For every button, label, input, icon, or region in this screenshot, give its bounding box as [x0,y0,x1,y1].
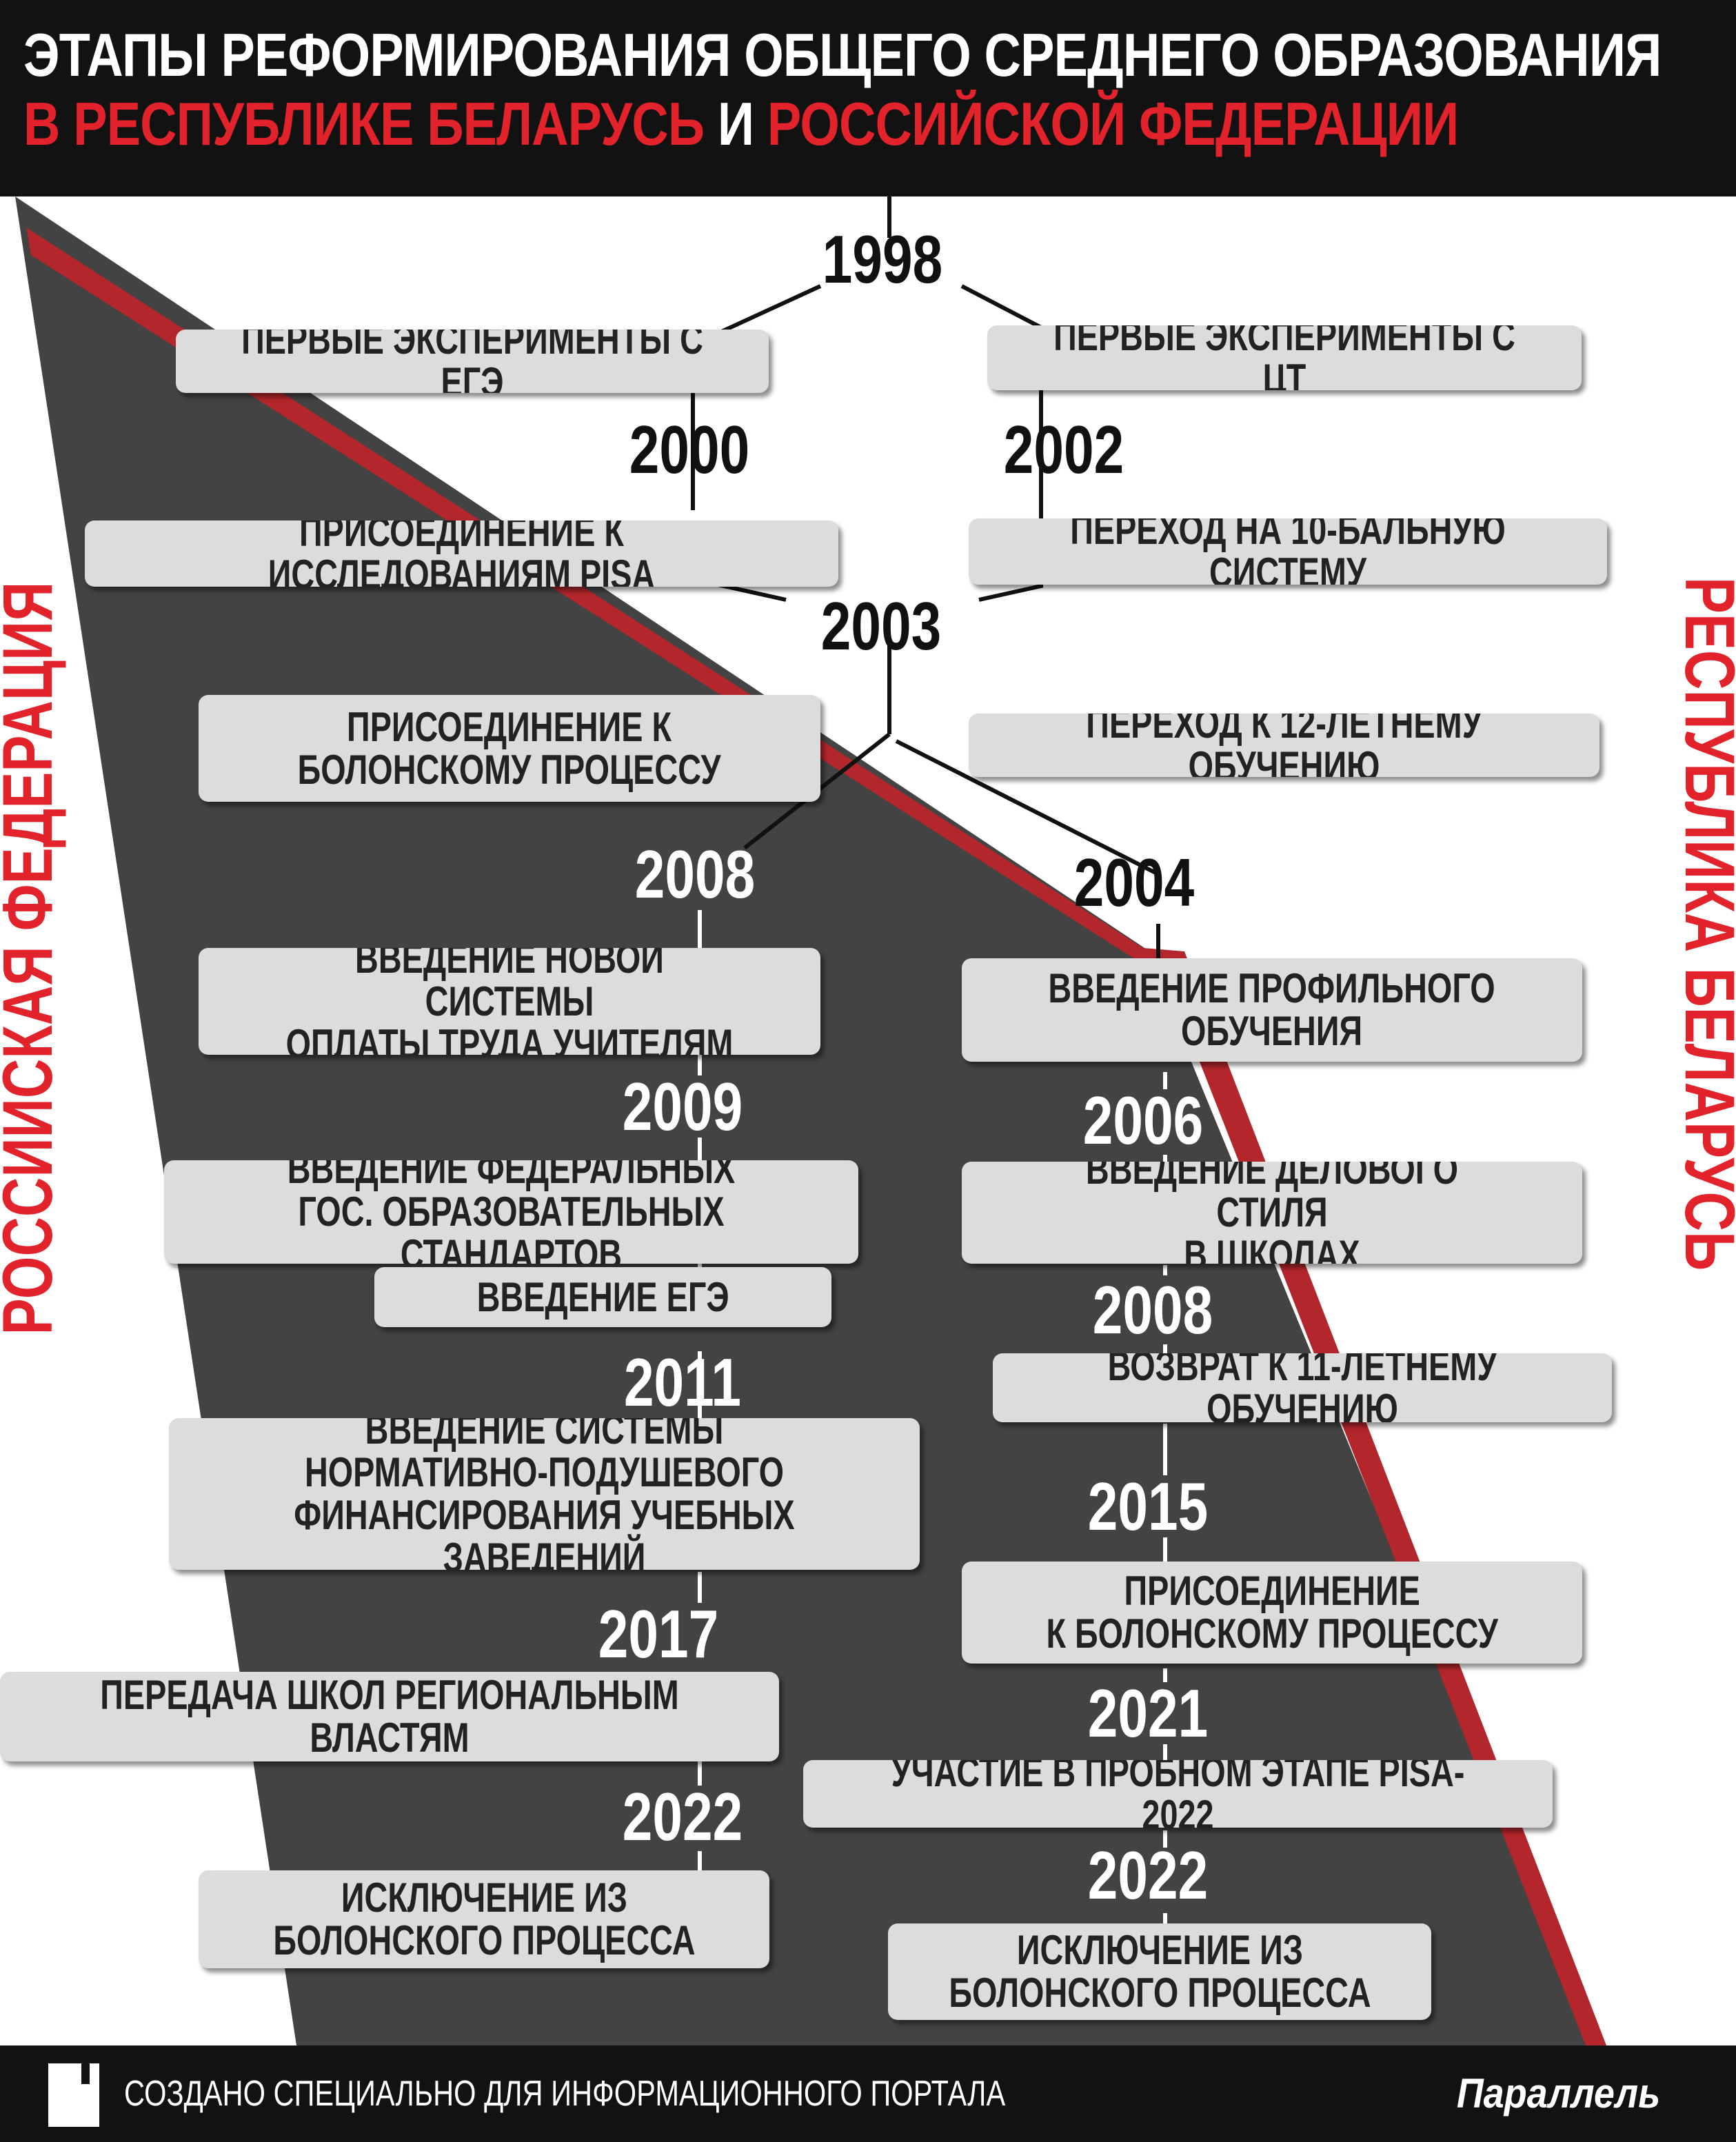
title-russia: РОССИЙСКОЙ ФЕДЕРАЦИИ [767,90,1459,158]
rb-year-2015: 2015 [1087,1468,1209,1544]
rb-event-pisa-trial: УЧАСТИЕ В ПРОБНОМ ЭТАПЕ PISA-2022 [803,1760,1553,1828]
rf-event-regional: ПЕРЕДАЧА ШКОЛ РЕГИОНАЛЬНЫМ ВЛАСТЯМ [0,1672,779,1761]
rf-event-fgos: ВВЕДЕНИЕ ФЕДЕРАЛЬНЫХ ГОС. ОБРАЗОВАТЕЛЬНЫ… [164,1160,858,1264]
rb-event-bologna-join: ПРИСОЕДИНЕНИЕ К БОЛОНСКОМУ ПРОЦЕССУ [962,1562,1582,1664]
rb-event-profile: ВВЕДЕНИЕ ПРОФИЛЬНОГО ОБУЧЕНИЯ [962,958,1582,1062]
title-belarus: В РЕСПУБЛИКЕ БЕЛАРУСЬ [23,90,705,158]
title-line-2: В РЕСПУБЛИКЕ БЕЛАРУСЬ И РОССИЙСКОЙ ФЕДЕР… [23,90,1459,159]
rb-event-dress-code: ВВЕДЕНИЕ ДЕЛОВОГО СТИЛЯ В ШКОЛАХ [962,1162,1582,1264]
rb-year-2021: 2021 [1087,1675,1209,1751]
rf-event-ege: ВВЕДЕНИЕ ЕГЭ [374,1267,831,1327]
rb-event-12-year: ПЕРЕХОД К 12-ЛЕТНЕМУ ОБУЧЕНИЮ [969,714,1599,777]
rb-year-2004: 2004 [1073,845,1195,920]
rb-event-11-year: ВОЗВРАТ К 11-ЛЕТНЕМУ ОБУЧЕНИЮ [993,1353,1612,1422]
rf-event-financing: ВВЕДЕНИЕ СИСТЕМЫ НОРМАТИВНО-ПОДУШЕВОГО Ф… [169,1418,920,1570]
document-icon [48,2063,99,2127]
rb-event-ct-experiments: ПЕРВЫЕ ЭКСПЕРИМЕНТЫ С ЦТ [987,325,1582,390]
year-2003: 2003 [820,588,942,664]
rb-event-bologna-exclusion: ИСКЛЮЧЕНИЕ ИЗ БОЛОНСКОГО ПРОЦЕССА [888,1923,1431,2020]
rf-event-ege-experiments: ПЕРВЫЕ ЭКСПЕРИМЕНТЫ С ЕГЭ [176,330,769,393]
title-and: И [704,90,767,158]
footer: СОЗДАНО СПЕЦИАЛЬНО ДЛЯ ИНФОРМАЦИОННОГО П… [0,2045,1736,2142]
rf-year-2022: 2022 [622,1779,743,1855]
rf-year-2011: 2011 [623,1344,742,1420]
rf-year-2009: 2009 [622,1069,743,1144]
rb-year-2006: 2006 [1082,1082,1204,1158]
rb-year-2008: 2008 [1092,1272,1213,1348]
year-1998: 1998 [822,221,943,297]
rf-event-bologna-exclusion: ИСКЛЮЧЕНИЕ ИЗ БОЛОНСКОГО ПРОЦЕССА [199,1870,769,1968]
rb-year-2022: 2022 [1087,1837,1209,1913]
rb-year-2002: 2002 [1003,412,1124,487]
rf-event-pisa: ПРИСОЕДИНЕНИЕ К ИССЛЕДОВАНИЯМ PISA [85,521,838,587]
rb-event-10-point: ПЕРЕХОД НА 10-БАЛЬНУЮ СИСТЕМУ [969,518,1607,585]
rf-event-teacher-pay: ВВЕДЕНИЕ НОВОЙ СИСТЕМЫ ОПЛАТЫ ТРУДА УЧИТ… [199,948,820,1055]
header: ЭТАПЫ РЕФОРМИРОВАНИЯ ОБЩЕГО СРЕДНЕГО ОБР… [0,0,1736,196]
portal-logo: Параллель [1456,2070,1660,2116]
rf-event-bologna-join: ПРИСОЕДИНЕНИЕ К БОЛОНСКОМУ ПРОЦЕССУ [199,695,820,802]
rf-year-2017: 2017 [598,1596,719,1672]
rf-year-2000: 2000 [629,412,750,487]
rf-year-2008: 2008 [634,836,756,912]
title-line-1: ЭТАПЫ РЕФОРМИРОВАНИЯ ОБЩЕГО СРЕДНЕГО ОБР… [23,21,1662,89]
footer-credit: СОЗДАНО СПЕЦИАЛЬНО ДЛЯ ИНФОРМАЦИОННОГО П… [124,2074,1006,2114]
